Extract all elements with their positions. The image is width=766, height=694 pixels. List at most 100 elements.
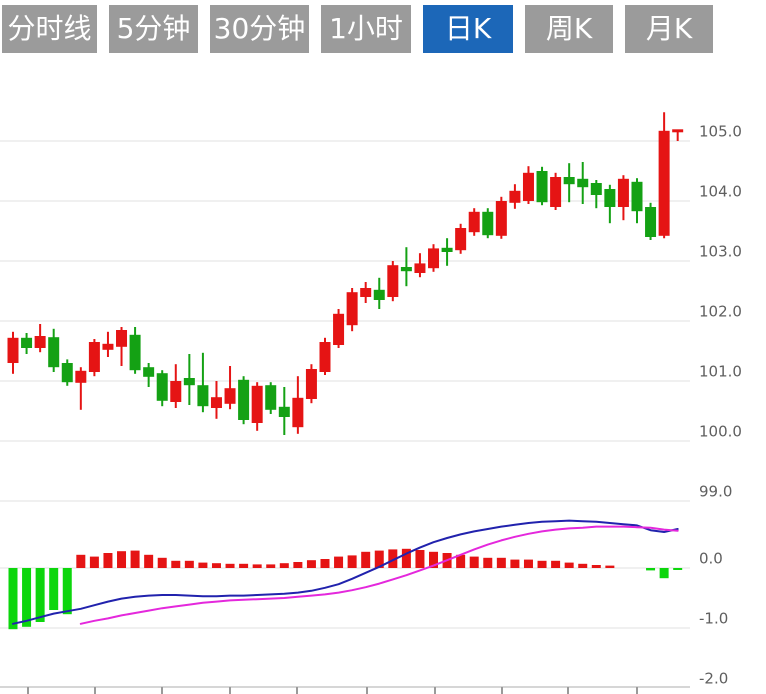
candle-body xyxy=(617,178,629,207)
candle-body xyxy=(292,397,304,428)
macd-histogram-bar xyxy=(456,554,466,568)
candle-body xyxy=(536,171,548,203)
macd-histogram-bar xyxy=(374,550,384,568)
candle-body xyxy=(210,397,222,408)
macd-histogram-bar xyxy=(198,562,208,568)
macd-histogram-bar xyxy=(35,568,45,622)
candle-body xyxy=(346,292,358,326)
candle-body xyxy=(482,211,494,236)
macd-histogram-bar xyxy=(279,563,289,568)
macd-histogram-bar xyxy=(510,559,520,568)
candle-body xyxy=(428,248,440,269)
macd-histogram-bar xyxy=(659,568,669,579)
tab-label-timeline: 分时线 xyxy=(7,12,92,45)
tab-weekly-k[interactable]: 周K xyxy=(525,5,613,53)
candle-body xyxy=(238,379,250,420)
candle-body xyxy=(509,190,521,203)
macd-histogram-bar xyxy=(171,560,181,568)
candle-body xyxy=(373,289,385,300)
candle-body xyxy=(170,381,182,402)
tab-timeline[interactable]: 分时线 xyxy=(2,5,97,53)
candle-body xyxy=(468,211,480,233)
macd-axis-label: -2.0 xyxy=(699,670,728,688)
candle-body xyxy=(183,378,195,386)
candle-body xyxy=(102,343,114,350)
candle-body xyxy=(387,265,399,297)
candle-body xyxy=(441,247,453,252)
candle-body xyxy=(156,373,168,401)
macd-dea-line xyxy=(79,525,679,625)
macd-histogram-bar xyxy=(578,563,588,568)
macd-histogram-bar xyxy=(469,556,479,568)
macd-axis-label: 0.0 xyxy=(699,550,723,568)
candle-body xyxy=(21,337,33,348)
macd-histogram-bar xyxy=(605,565,615,568)
candle-body xyxy=(143,367,155,377)
tab-label-1hour: 1小时 xyxy=(329,12,403,45)
macd-histogram-bar xyxy=(117,551,127,568)
candle-body xyxy=(224,388,236,404)
price-axis-label: 102.0 xyxy=(699,303,742,321)
macd-histogram-bar xyxy=(591,565,601,568)
candle-body xyxy=(604,189,616,207)
candle-body xyxy=(305,369,317,399)
tab-label-weekly-k: 周K xyxy=(545,12,593,45)
macd-histogram-bar xyxy=(293,562,303,568)
candle-body xyxy=(116,330,128,347)
candle-body xyxy=(522,172,534,201)
macd-histogram-bar xyxy=(130,550,140,568)
macd-histogram-bar xyxy=(239,563,249,568)
candle-body xyxy=(577,178,589,188)
macd-histogram-bar xyxy=(103,553,113,568)
price-axis-label: 101.0 xyxy=(699,363,742,381)
macd-histogram-bar xyxy=(225,563,235,568)
macd-histogram-bar xyxy=(62,568,72,615)
candle-body xyxy=(34,336,46,348)
macd-histogram-bar xyxy=(401,548,411,568)
macd-histogram-bar xyxy=(551,560,561,568)
candle-body xyxy=(265,385,277,410)
tab-5min[interactable]: 5分钟 xyxy=(109,5,198,53)
candle-body xyxy=(563,177,575,185)
tab-label-30min: 30分钟 xyxy=(213,12,306,45)
candle-body xyxy=(631,181,643,212)
candle-body xyxy=(414,263,426,273)
price-axis-label: 99.0 xyxy=(699,483,732,501)
macd-axis-label: -1.0 xyxy=(699,610,728,628)
tab-label-5min: 5分钟 xyxy=(116,12,191,45)
macd-histogram-bar xyxy=(157,557,167,568)
macd-histogram-bar xyxy=(252,564,262,568)
macd-histogram-bar xyxy=(388,549,398,568)
price-axis-label: 103.0 xyxy=(699,243,742,261)
candle-body xyxy=(495,201,507,236)
macd-histogram-bar xyxy=(523,559,533,568)
macd-histogram-bar xyxy=(646,568,656,571)
macd-histogram-bar xyxy=(22,568,32,627)
candle-body xyxy=(48,337,60,368)
macd-histogram-bar xyxy=(496,557,506,568)
candle-body xyxy=(550,177,562,207)
candle-body xyxy=(88,342,100,372)
macd-histogram-bar xyxy=(429,551,439,568)
candle-body xyxy=(590,183,602,195)
tab-daily-k[interactable]: 日K xyxy=(423,5,513,53)
macd-histogram-bar xyxy=(347,555,357,568)
macd-histogram-bar xyxy=(266,564,276,568)
candle-body xyxy=(400,267,412,272)
macd-histogram-bar xyxy=(8,568,18,630)
macd-histogram-bar xyxy=(564,562,574,568)
tab-30min[interactable]: 30分钟 xyxy=(210,5,309,53)
candle-body xyxy=(61,363,73,383)
tab-1hour[interactable]: 1小时 xyxy=(321,5,411,53)
price-axis-label: 104.0 xyxy=(699,183,742,201)
macd-dif-line xyxy=(12,519,679,625)
macd-histogram-bar xyxy=(334,556,344,568)
macd-histogram-bar xyxy=(76,554,86,568)
macd-histogram-bar xyxy=(211,563,221,568)
macd-histogram-bar xyxy=(320,559,330,568)
candle-body xyxy=(319,342,331,372)
candle-body xyxy=(278,406,290,417)
price-axis-label: 100.0 xyxy=(699,423,742,441)
tab-monthly-k[interactable]: 月K xyxy=(625,5,713,53)
